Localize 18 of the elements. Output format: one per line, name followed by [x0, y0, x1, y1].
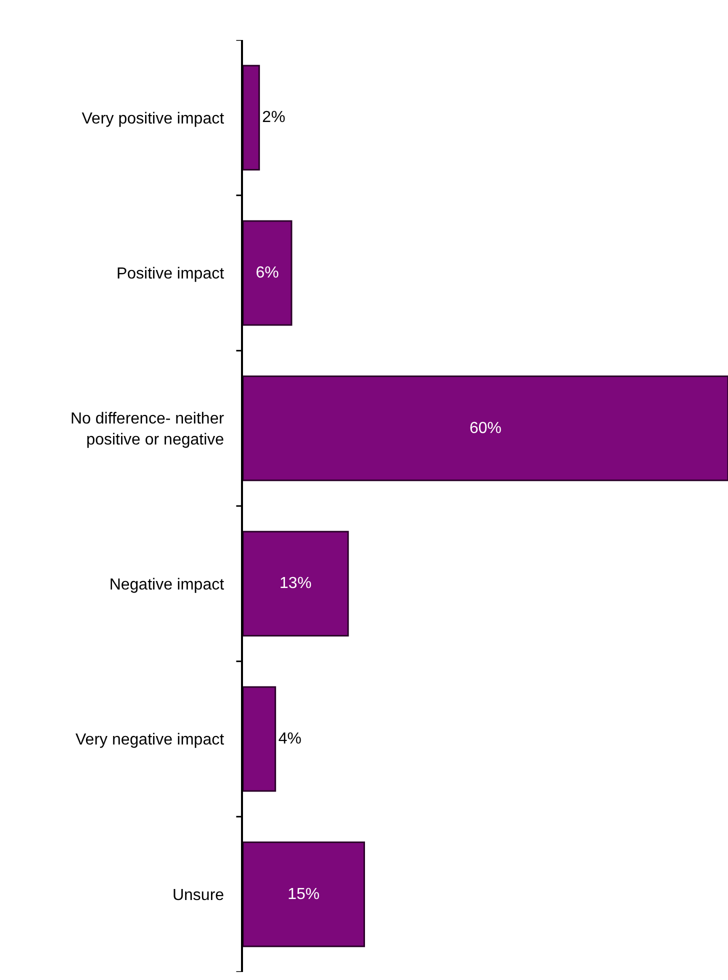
- y-tick-label: Very negative impact: [76, 732, 225, 749]
- bar: [243, 64, 260, 170]
- data-label: 15%: [288, 886, 320, 903]
- bar: [243, 842, 365, 948]
- y-tick-label: No difference- neither positive or negative: [70, 410, 225, 448]
- bar: [243, 376, 728, 482]
- data-label: 13%: [280, 575, 312, 592]
- bar: [243, 686, 276, 792]
- data-label: 60%: [469, 420, 502, 437]
- y-tick-label: Positive impact: [116, 266, 225, 283]
- bar: [243, 220, 292, 326]
- data-label: 6%: [256, 264, 279, 282]
- bar: [243, 530, 349, 636]
- y-tick-label: Negative impact: [109, 576, 225, 594]
- y-tick-label: Unsure: [172, 886, 224, 904]
- data-label: 2%: [262, 109, 286, 126]
- data-label: 4%: [278, 730, 302, 748]
- y-tick-label: Very positive impact: [82, 110, 225, 128]
